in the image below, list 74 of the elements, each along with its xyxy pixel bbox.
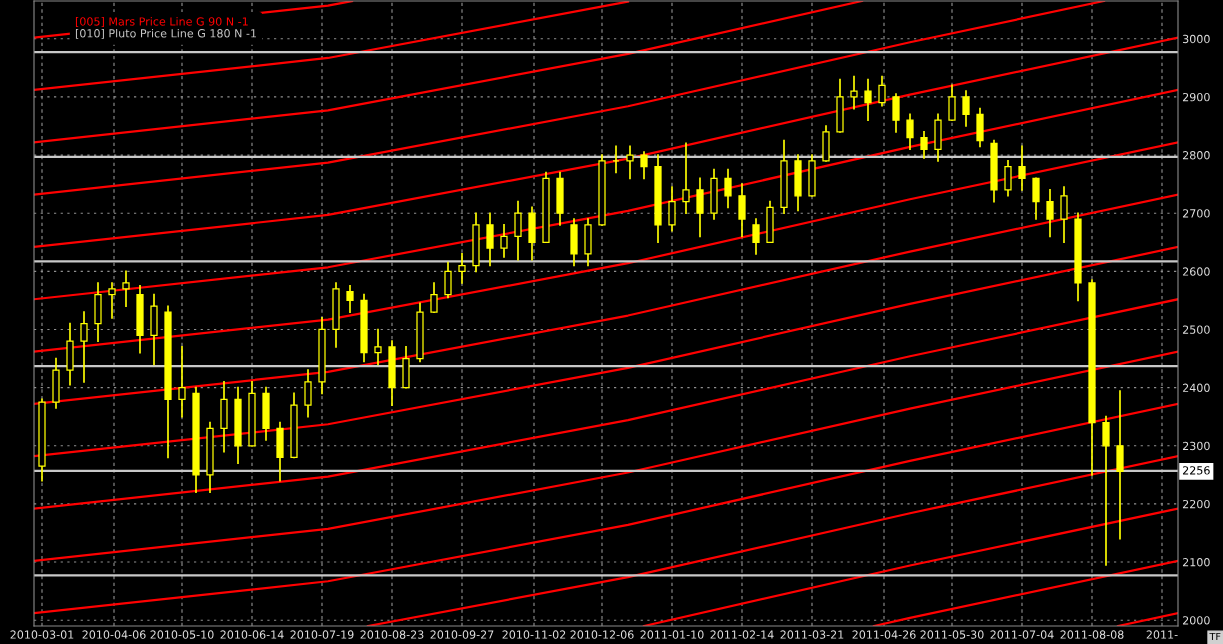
candlestick [626,145,634,180]
candlestick [682,142,690,215]
candlestick [80,311,88,383]
x-tick-label: 2010-04-06 [82,630,146,639]
x-tick-label: 2011-07-04 [990,630,1054,639]
x-tick-label: 2011-01-10 [640,630,704,639]
candlestick [514,200,522,261]
candlestick [122,270,130,308]
text: [005] Mars Price Line G 90 N -1 [75,17,248,27]
candlestick [920,130,928,159]
y-tick-label: 2300 [1182,441,1210,451]
candlestick [458,253,466,284]
candlestick [108,282,116,319]
x-tick-label: 2010-06-14 [220,630,284,639]
x-tick-label: 2011-02-14 [710,630,774,639]
candlestick [948,84,956,122]
candlestick [444,261,452,299]
candlestick [752,218,760,255]
candlestick [1032,177,1040,220]
candlestick [892,93,900,133]
x-tick-label: 2011-04-26 [852,630,916,639]
line-series [34,141,1178,353]
y-tick-label: 2600 [1182,267,1210,276]
candlestick [1018,145,1026,191]
text: TF [1209,632,1221,640]
candlestick [500,224,508,258]
x-tick-label: 2010-09-27 [430,630,494,639]
candlestick [1060,186,1068,244]
x-tick-label: 2011-03-21 [780,630,844,639]
candlestick [696,177,704,238]
y-tick-label: 2000 [1182,616,1210,625]
x-tick-label: 2010-05-10 [150,630,214,639]
line-series [34,88,1178,301]
candlestick [430,282,438,313]
candlestick [346,285,354,313]
y-tick-label: 2800 [1182,151,1210,160]
candlestick [374,328,382,366]
candlestick [962,90,970,127]
y-tick-label: 3000 [1183,34,1210,44]
candlestick [906,113,914,151]
line-series [34,193,1178,406]
y-tick-label: 2200 [1182,499,1210,509]
candlestick [178,346,186,418]
y-tick-label: 2500 [1182,325,1210,334]
annotation: 2256 [1182,466,1210,475]
candlestick [850,75,858,110]
candlestick [304,369,312,418]
y-tick-label: 2700 [1182,209,1210,218]
candlestick [640,151,648,180]
candlestick [486,212,494,267]
candlestick [724,168,732,209]
line-series [34,402,1178,615]
candlestick [878,75,886,107]
text: [010] Pluto Price Line G 180 N -1 [75,28,257,39]
candlestick [864,78,872,122]
x-tick-label: 2011-08-08 [1060,630,1124,639]
candlestick [738,183,746,238]
x-tick-label: 2011- [1146,630,1178,639]
line-series [34,245,1178,458]
candlestick [1102,415,1110,566]
x-tick-label: 2010-07-19 [290,630,354,639]
x-tick-label: 2010-12-06 [570,630,634,639]
y-tick-label: 2100 [1182,558,1210,567]
x-tick-label: 2011-05-30 [920,630,984,639]
line-series [34,350,1178,562]
x-tick-label: 2010-08-23 [360,630,424,639]
x-tick-label: 2010-11-02 [502,630,566,639]
y-tick-label: 2400 [1182,383,1210,393]
candlestick [1046,189,1054,238]
x-tick-label: 2010-03-01 [10,630,74,639]
y-tick-label: 2900 [1182,92,1210,102]
candlestick [668,186,676,232]
candlestick [1004,160,1012,197]
line-series [34,298,1178,510]
